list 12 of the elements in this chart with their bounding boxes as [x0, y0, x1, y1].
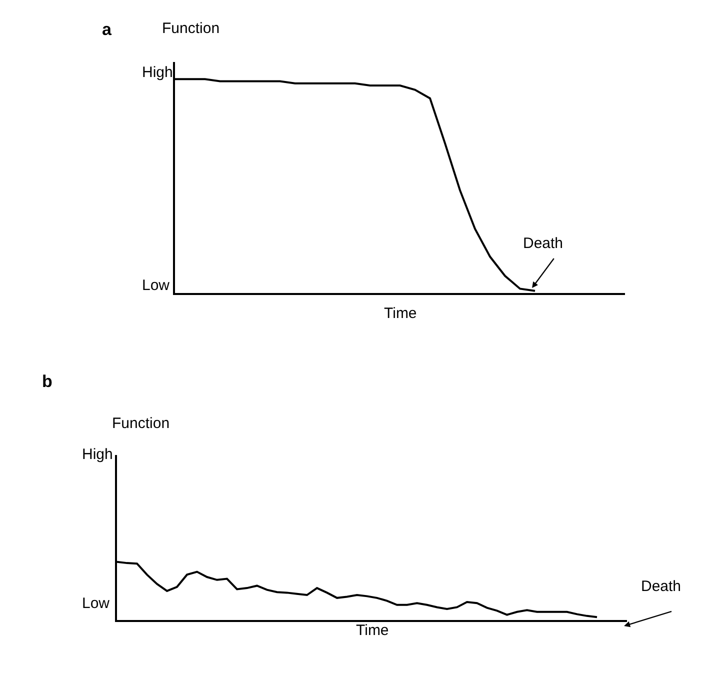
x-axis-title: Time [356, 622, 389, 639]
text: Low [82, 595, 110, 612]
text: High [142, 64, 173, 81]
text: Low [142, 277, 170, 294]
x-axis-title: Time [384, 305, 417, 322]
y-axis-title: Function [112, 415, 170, 432]
chart-title: b [42, 372, 52, 391]
chart-title: a [102, 20, 112, 39]
y-axis-title: Function [162, 20, 220, 37]
annotation: Death [523, 235, 564, 252]
text: Death [641, 578, 682, 595]
text: High [82, 446, 113, 463]
